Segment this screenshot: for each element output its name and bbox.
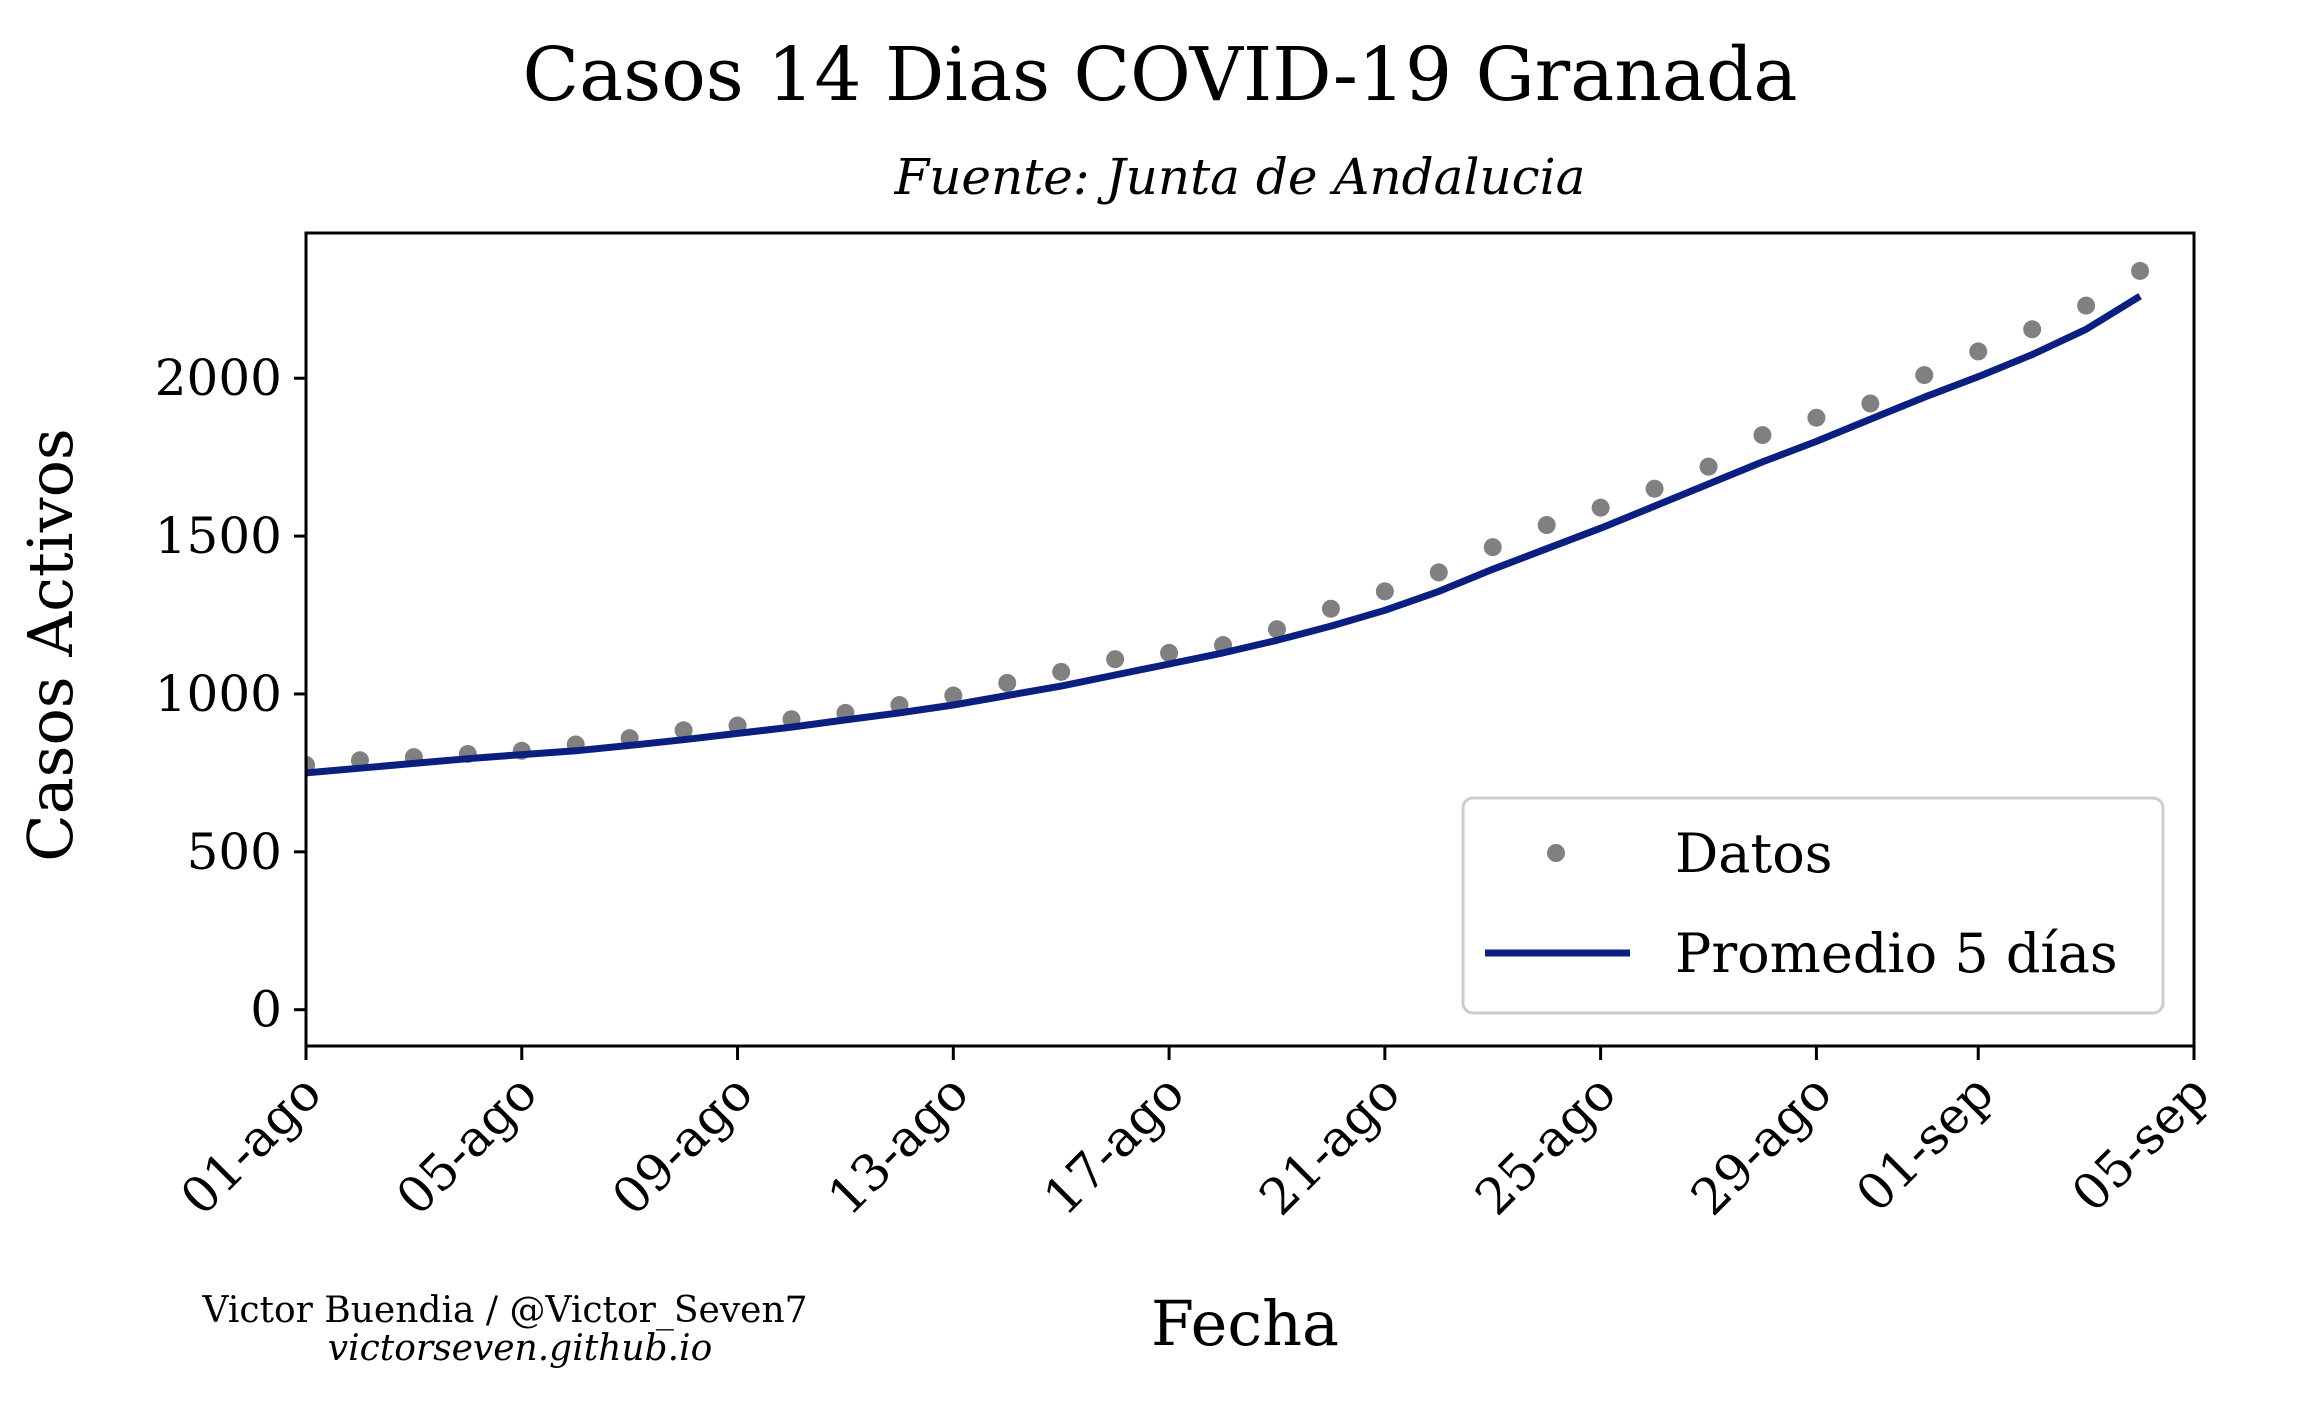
data-point-datos (1699, 457, 1718, 476)
credit-site: victorseven.github.io (328, 1328, 713, 1369)
credit-author: Victor Buendia / @Victor_Seven7 (201, 1290, 807, 1331)
x-tick-label: 25-ago (1464, 1063, 1627, 1226)
data-point-datos (1753, 426, 1772, 445)
y-tick-label: 1500 (155, 507, 282, 565)
x-tick-label: 21-ago (1248, 1063, 1411, 1226)
data-point-datos (2023, 320, 2042, 339)
x-tick-label: 13-ago (817, 1063, 980, 1226)
data-point-datos (1861, 394, 1880, 413)
x-tick-label: 29-ago (1680, 1063, 1843, 1226)
data-point-datos (1483, 538, 1502, 557)
data-point-datos (944, 686, 963, 705)
legend-marker-datos (1547, 844, 1565, 862)
data-point-datos (2131, 261, 2150, 280)
x-tick-label: 05-ago (385, 1063, 548, 1226)
legend-label-promedio: Promedio 5 días (1675, 922, 2118, 985)
y-axis-label-group: Casos Activos (14, 428, 87, 862)
data-point-datos (1106, 650, 1125, 669)
data-point-datos (1537, 516, 1556, 535)
plot-area (306, 261, 2150, 777)
series-group (306, 261, 2150, 777)
y-axis-label: Casos Activos (14, 428, 87, 862)
x-axis-label: Fecha (1151, 1287, 1339, 1360)
plot-frame (304, 231, 2196, 1048)
y-tick-label: 2000 (155, 349, 282, 407)
legend-box (1461, 796, 2165, 1015)
data-point-datos (674, 721, 693, 740)
legend: Datos Promedio 5 días (1461, 796, 2165, 1015)
data-point-datos (1969, 342, 1988, 361)
x-tick-label: 17-ago (1033, 1063, 1196, 1226)
data-point-datos (1807, 408, 1826, 427)
y-tick-label: 500 (187, 823, 282, 881)
x-ticks: 01-ago 05-ago 09-ago 13-ago 17-ago 21-ago 25-a… (170, 1046, 2221, 1226)
y-ticks: 0 500 1000 1500 2000 (155, 349, 306, 1039)
x-tick-label: 01-ago (170, 1063, 333, 1226)
x-tick-label: 09-ago (601, 1063, 764, 1226)
chart-subtitle: Fuente: Junta de Andalucia (894, 148, 1586, 206)
legend-label-datos: Datos (1675, 822, 1832, 885)
y-tick-label: 1000 (155, 665, 282, 723)
data-point-datos (1645, 479, 1664, 498)
x-tick-label: 01-sep (1845, 1063, 2005, 1223)
data-point-datos (1429, 563, 1448, 582)
data-point-datos (1375, 582, 1394, 601)
data-point-datos (1160, 643, 1179, 662)
series-line-promedio (306, 293, 2142, 777)
x-tick-label: 05-sep (2061, 1063, 2221, 1223)
data-point-datos (2077, 296, 2096, 315)
data-point-datos (998, 673, 1017, 692)
y-tick-label: 0 (250, 981, 282, 1039)
data-point-datos (1052, 662, 1071, 681)
data-point-datos (1591, 498, 1610, 517)
data-point-datos (1267, 620, 1286, 639)
data-point-datos (1915, 366, 1934, 385)
chart-title: Casos 14 Dias COVID-19 Granada (523, 32, 1798, 118)
data-point-datos (1321, 599, 1340, 618)
